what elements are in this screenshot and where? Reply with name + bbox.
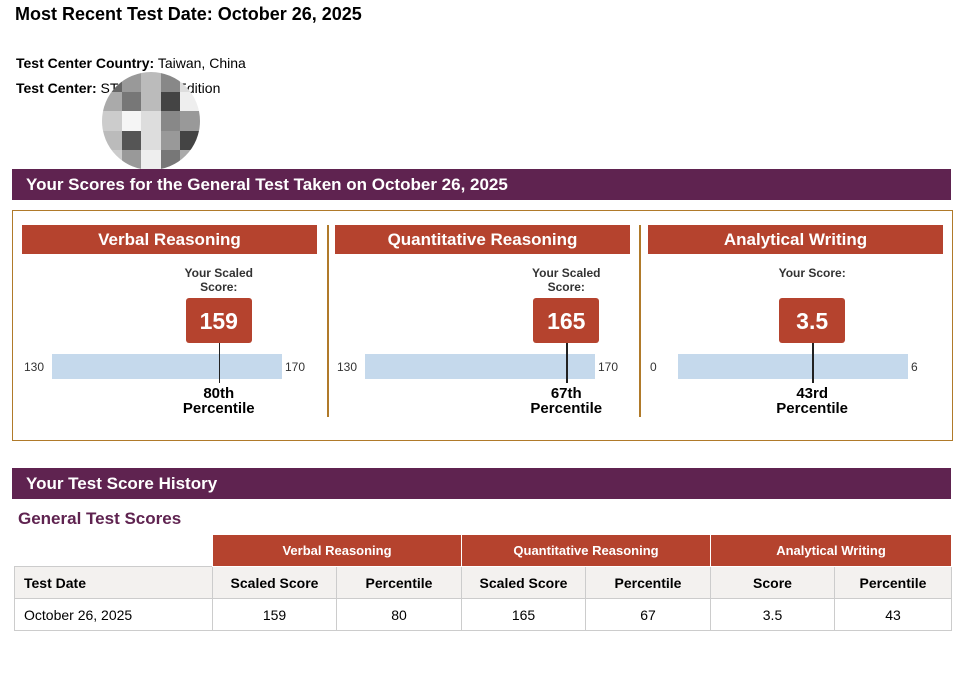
range-max: 170 — [598, 360, 619, 374]
score-summary: Verbal Reasoning Your Scaled Score: 130 … — [12, 210, 953, 441]
percentile-label: Percentile — [530, 400, 603, 417]
range-max: 170 — [285, 360, 306, 374]
column-header: Scaled Score — [461, 566, 586, 599]
history-band: Your Test Score History — [12, 468, 951, 499]
column-header: Score — [710, 566, 835, 599]
cell: 80 — [336, 598, 462, 631]
score-value: 165 — [533, 298, 600, 343]
page-title: Most Recent Test Date: October 26, 2025 — [15, 4, 362, 24]
cell: 165 — [461, 598, 586, 631]
score-value: 159 — [185, 298, 252, 343]
column-header: Scaled Score — [212, 566, 337, 599]
percentile-value: 80th — [203, 385, 235, 402]
column-header: Test Date — [14, 566, 213, 599]
score-label: Your Scaled Score: — [184, 266, 253, 294]
score-marker — [812, 343, 814, 383]
section-title: Verbal Reasoning — [22, 225, 317, 254]
label: Test Center: — [16, 80, 97, 96]
column-header: Percentile — [834, 566, 952, 599]
cell: 3.5 — [710, 598, 835, 631]
divider — [327, 225, 329, 417]
label: Test Center Country: — [16, 55, 155, 71]
score-value: 3.5 — [779, 298, 846, 343]
section-title: Analytical Writing — [648, 225, 943, 254]
cell: October 26, 2025 — [14, 598, 213, 631]
redaction-mosaic — [102, 72, 200, 170]
cell: 159 — [212, 598, 337, 631]
history-subtitle: General Test Scores — [18, 509, 182, 528]
range-min: 0 — [650, 360, 657, 374]
percentile-label: Percentile — [776, 400, 849, 417]
score-marker — [218, 343, 221, 383]
score-panel: Quantitative Reasoning Your Scaled Score… — [335, 225, 630, 417]
percentile: 43rd Percentile — [762, 386, 862, 416]
scores-band: Your Scores for the General Test Taken o… — [12, 169, 951, 200]
score-label: Your Score: — [778, 266, 846, 280]
cell: 67 — [585, 598, 711, 631]
score-range-bar — [365, 354, 595, 379]
score-range-bar — [678, 354, 908, 379]
section-title: Quantitative Reasoning — [335, 225, 630, 254]
score-history-table: Verbal Reasoning Quantitative Reasoning … — [14, 534, 952, 631]
percentile: 80th Percentile — [169, 386, 269, 416]
table-row: October 26, 2025 159 80 165 67 3.5 43 — [14, 598, 952, 631]
percentile-value: 67th — [550, 385, 582, 402]
cell: 43 — [834, 598, 952, 631]
score-label: Your Scaled Score: — [532, 266, 601, 294]
range-max: 6 — [911, 360, 918, 374]
column-header: Percentile — [585, 566, 711, 599]
score-panel: Verbal Reasoning Your Scaled Score: 130 … — [22, 225, 317, 417]
percentile: 67th Percentile — [516, 386, 616, 416]
range-min: 130 — [24, 360, 45, 374]
group-header: Verbal Reasoning — [212, 534, 462, 567]
percentile-value: 43rd — [796, 385, 828, 402]
range-min: 130 — [337, 360, 358, 374]
value: Taiwan, China — [157, 55, 246, 71]
score-marker — [566, 343, 568, 383]
percentile-label: Percentile — [182, 400, 255, 417]
test-center-country: Test Center Country: Taiwan, China — [16, 55, 246, 71]
group-header: Analytical Writing — [710, 534, 952, 567]
column-header: Percentile — [336, 566, 462, 599]
group-header: Quantitative Reasoning — [461, 534, 711, 567]
divider — [639, 225, 641, 417]
score-range-bar — [52, 354, 282, 379]
blank — [14, 534, 213, 567]
score-panel: Analytical Writing Your Score: 0 6 3.5 4… — [648, 225, 943, 417]
